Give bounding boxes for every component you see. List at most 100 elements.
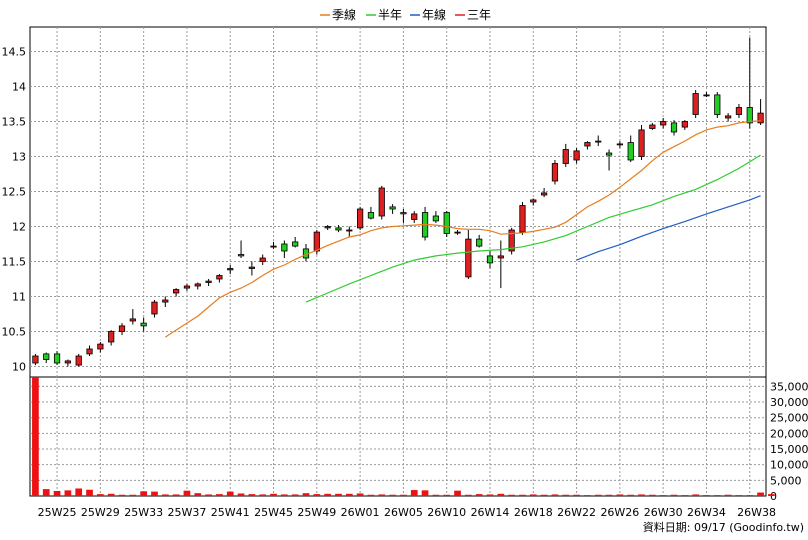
- volume-bar: [96, 494, 104, 496]
- candle-body: [735, 107, 743, 115]
- volume-bar: [703, 495, 710, 496]
- volume-bar: [443, 494, 451, 496]
- candle-body: [162, 299, 169, 303]
- candle-body: [118, 325, 126, 332]
- volume-bar: [670, 494, 678, 496]
- candle-body: [530, 199, 537, 203]
- candle-body: [454, 231, 461, 234]
- legend-label-half-year: 半年: [378, 8, 402, 22]
- x-tick-label: 26W30: [644, 506, 683, 519]
- ma-year-line: [576, 195, 761, 261]
- candle-body: [605, 152, 613, 156]
- candle-body: [551, 163, 559, 182]
- candle-body: [616, 143, 623, 146]
- candle-body: [75, 355, 82, 366]
- volume-bar: [161, 494, 169, 496]
- candle-body: [562, 149, 569, 164]
- volume-bar: [659, 495, 667, 496]
- candle-body: [324, 226, 331, 229]
- candle-body: [400, 212, 407, 215]
- volume-tick-label: 5,000: [770, 474, 802, 487]
- price-tick-label: 13.5: [2, 116, 27, 129]
- x-tick-label: 26W05: [384, 506, 423, 519]
- candle-body: [541, 192, 548, 196]
- volume-bar: [584, 495, 591, 496]
- volume-bar: [389, 494, 396, 496]
- volume-bar: [757, 492, 764, 496]
- candle-body: [194, 283, 201, 287]
- volume-bar: [172, 494, 180, 496]
- candle-body: [86, 348, 93, 355]
- volume-bar: [194, 493, 202, 496]
- volume-bar: [519, 494, 526, 496]
- volume-bar: [746, 495, 754, 496]
- volume-bar: [562, 494, 570, 496]
- candle-body: [183, 285, 191, 289]
- volume-bar: [486, 494, 494, 496]
- volume-bar: [259, 494, 267, 496]
- price-tick-label: 14: [12, 81, 26, 94]
- candle-body: [573, 150, 580, 161]
- candle-body: [216, 275, 223, 280]
- candle-body: [432, 215, 439, 222]
- price-tick-label: 11.5: [2, 256, 27, 269]
- candle-body: [584, 142, 591, 147]
- price-tick-label: 10.5: [2, 326, 27, 339]
- volume-bar: [205, 494, 212, 496]
- volume-tick-label: 20,000: [770, 427, 808, 440]
- candle-body: [757, 112, 764, 124]
- candle-body: [259, 257, 266, 262]
- volume-bar: [713, 495, 721, 496]
- volume-bar: [335, 493, 342, 496]
- volume-tick-label: 15,000: [770, 443, 808, 456]
- candle-body: [519, 205, 526, 233]
- candle-body: [313, 231, 320, 252]
- volume-tick-label: 30,000: [770, 396, 808, 409]
- ma-half-year-line: [305, 154, 761, 303]
- volume-bar: [118, 494, 126, 496]
- x-tick-label: 25W41: [211, 506, 250, 519]
- volume-bar: [367, 494, 375, 496]
- volume-bar: [345, 493, 353, 496]
- volume-bar: [151, 491, 158, 496]
- volume-bar: [400, 494, 407, 496]
- candle-body: [497, 255, 504, 259]
- x-tick-label: 26W10: [427, 506, 466, 519]
- legend-label-three-year: 三年: [467, 8, 491, 22]
- candle-body: [486, 255, 494, 264]
- candle-body: [627, 142, 634, 161]
- price-tick-label: 11: [12, 291, 26, 304]
- price-tick-label: 14.5: [2, 46, 27, 59]
- price-tick-label: 13: [12, 151, 26, 164]
- chart-legend: 季線 半年 年線 三年: [320, 7, 491, 22]
- price-panel-frame: [29, 26, 767, 378]
- x-tick-label: 26W38: [737, 506, 776, 519]
- volume-bar: [64, 490, 72, 496]
- volume-bar: [540, 494, 548, 496]
- volume-bar: [313, 494, 321, 496]
- candle-body: [443, 212, 450, 234]
- volume-bar: [594, 494, 602, 496]
- candle-body: [389, 206, 396, 210]
- candle-body: [292, 241, 299, 247]
- volume-bar: [454, 490, 461, 496]
- volume-bar: [140, 491, 148, 496]
- volume-bar: [648, 494, 656, 496]
- candle-body: [465, 238, 472, 278]
- candle-body: [725, 115, 732, 119]
- candle-body: [508, 229, 515, 252]
- candle-body: [248, 266, 255, 269]
- candle-body: [173, 289, 180, 294]
- candle-body: [281, 243, 288, 252]
- volume-tick-label: 0: [770, 490, 777, 503]
- x-tick-label: 25W45: [254, 506, 293, 519]
- volume-bar: [768, 494, 775, 496]
- volume-bar: [107, 493, 115, 496]
- plot-area: 10 10.5 11 11.5 12 12.5 13 13.5 14 14.5 0 5,000 10,0…: [2, 26, 808, 519]
- price-tick-label: 10: [12, 361, 26, 374]
- candle-body: [140, 322, 147, 327]
- x-tick-label: 25W25: [38, 506, 77, 519]
- candle-body: [670, 122, 678, 133]
- candle-body: [43, 353, 50, 360]
- candle-body: [378, 187, 385, 217]
